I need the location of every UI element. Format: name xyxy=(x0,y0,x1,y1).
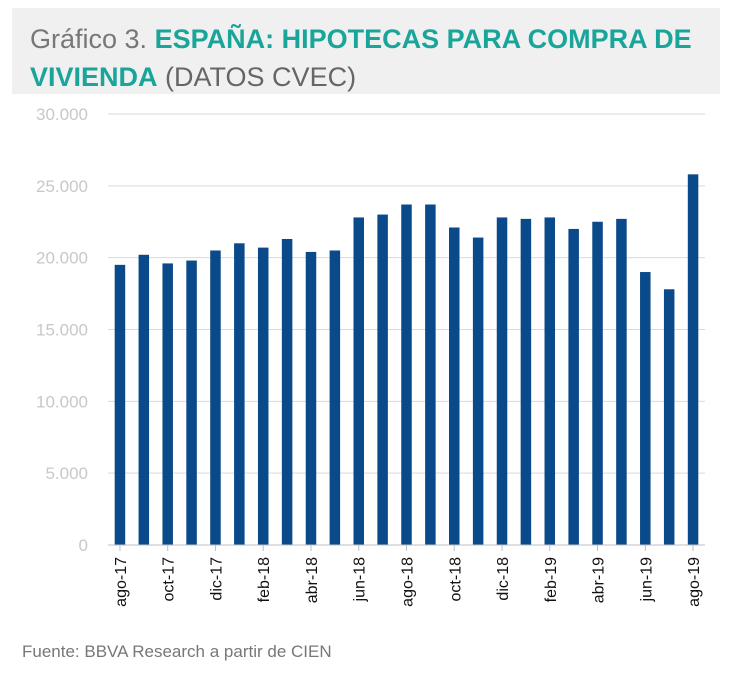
bar xyxy=(520,218,532,546)
x-tick-label: ago-19 xyxy=(686,557,703,607)
bar xyxy=(329,250,341,545)
x-tick-label: ago-17 xyxy=(113,557,130,607)
bar xyxy=(401,204,412,545)
bar xyxy=(425,204,436,545)
title-prefix: Gráfico 3. xyxy=(30,24,148,54)
bar xyxy=(186,260,197,545)
title-main: ESPAÑA: HIPOTECAS PARA COMPRA DE VIVIEND… xyxy=(30,24,692,92)
bar xyxy=(162,263,173,545)
y-axis-ticks: 0 5.000 10.000 15.000 20.000 25.000 30.000 xyxy=(36,105,88,555)
bar xyxy=(616,218,627,546)
bar xyxy=(353,217,364,545)
bar xyxy=(449,227,460,545)
title-suffix: (DATOS CVEC) xyxy=(165,62,357,92)
x-tick-label: abr-18 xyxy=(304,557,321,603)
bar xyxy=(687,174,699,545)
x-tick-label: jun-19 xyxy=(638,557,655,603)
bar xyxy=(257,247,269,546)
bar xyxy=(281,238,293,546)
x-tick-label: abr-19 xyxy=(591,557,608,603)
bar xyxy=(640,272,651,545)
x-tick-label: dic-18 xyxy=(495,557,512,601)
bar xyxy=(114,264,126,545)
y-tick-label: 20.000 xyxy=(36,249,88,268)
bars xyxy=(114,174,699,546)
y-tick-label: 5.000 xyxy=(45,464,88,483)
x-tick-label: dic-17 xyxy=(208,557,225,601)
y-tick-label: 25.000 xyxy=(36,177,88,196)
bar xyxy=(592,221,603,545)
bar xyxy=(138,254,150,545)
chart-title: Gráfico 3. ESPAÑA: HIPOTECAS PARA COMPRA… xyxy=(12,8,720,94)
y-tick-label: 10.000 xyxy=(36,392,88,411)
bar xyxy=(544,217,556,545)
bar xyxy=(568,228,579,545)
y-tick-label: 0 xyxy=(79,536,88,555)
bar xyxy=(663,289,675,545)
y-tick-label: 30.000 xyxy=(36,105,88,124)
x-axis-ticks: ago-17 oct-17 dic-17 feb-18 abr-18 jun-18 ago-… xyxy=(113,545,703,607)
bar xyxy=(377,214,388,546)
bar xyxy=(305,251,317,546)
bar xyxy=(210,250,221,545)
bar xyxy=(472,237,484,545)
bar xyxy=(496,217,508,545)
x-tick-label: feb-19 xyxy=(543,557,560,602)
x-tick-label: oct-18 xyxy=(447,557,464,602)
bar xyxy=(234,243,245,546)
x-tick-label: ago-18 xyxy=(400,557,417,607)
source-note: Fuente: BBVA Research a partir de CIEN xyxy=(22,642,332,661)
x-tick-label: oct-17 xyxy=(161,557,178,602)
x-tick-label: feb-18 xyxy=(256,557,273,602)
y-tick-label: 15.000 xyxy=(36,321,88,340)
x-tick-label: jun-18 xyxy=(352,557,369,603)
bar-chart: 0 5.000 10.000 15.000 20.000 25.000 30.000 ago… xyxy=(36,105,705,607)
